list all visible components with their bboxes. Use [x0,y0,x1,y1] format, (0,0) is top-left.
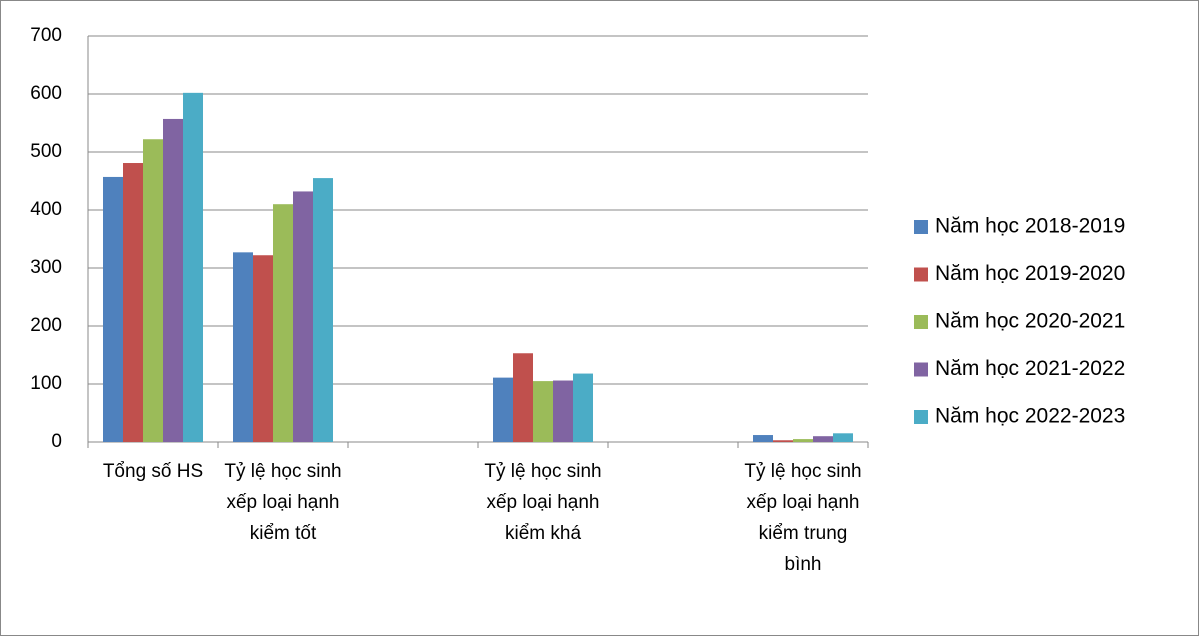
legend-label: Năm học 2020-2021 [935,310,1125,333]
y-tick-label: 100 [30,373,62,394]
y-tick-label: 300 [30,257,62,278]
bar [293,191,313,442]
x-tick-label: Tổng số HS [102,461,204,482]
bar [573,373,593,442]
legend-label: Năm học 2021-2022 [935,357,1125,380]
y-tick-label: 600 [30,83,62,104]
legend-swatch [914,315,928,329]
legend-swatch [914,267,928,282]
x-tick-label-box: Tổng số HS [102,461,204,482]
y-tick-label: 0 [51,431,62,452]
x-tick-label: Tỷ lệ học sinh xếp loại hạnh kiểm tốt [224,461,342,544]
legend-swatch [914,220,928,234]
bar [313,178,333,442]
bar [493,377,513,442]
bar [273,204,293,442]
bar [793,439,813,442]
legend-label: Năm học 2019-2020 [935,262,1125,285]
y-tick-label: 400 [30,199,62,220]
legend-label: Năm học 2022-2023 [935,405,1125,428]
bar [233,252,253,442]
x-tick-label-box: Tỷ lệ học sinh xếp loại hạnh kiểm trung … [744,461,862,575]
legend-label: Năm học 2018-2019 [935,215,1125,238]
bar [813,436,833,442]
bar [123,163,143,442]
legend-swatch [914,362,928,377]
bar [183,92,203,442]
y-tick-label: 700 [30,25,62,46]
bar [553,380,573,442]
x-tick-label: Tỷ lệ học sinh xếp loại hạnh kiểm trung … [744,461,862,575]
x-tick-label-box: Tỷ lệ học sinh xếp loại hạnh kiểm khá [484,461,602,544]
y-tick-label: 200 [30,315,62,336]
bar [163,118,183,442]
x-tick-label: Tỷ lệ học sinh xếp loại hạnh kiểm khá [484,461,602,544]
x-tick-label-box: Tỷ lệ học sinh xếp loại hạnh kiểm tốt [224,461,342,544]
bar [513,353,533,442]
bar [143,139,163,443]
bar [753,435,773,442]
bar [103,176,123,442]
y-tick-label: 500 [30,141,62,162]
bar [253,255,273,442]
bar [773,440,793,442]
bar [833,433,853,442]
bar [533,381,553,442]
legend-swatch [914,410,928,424]
